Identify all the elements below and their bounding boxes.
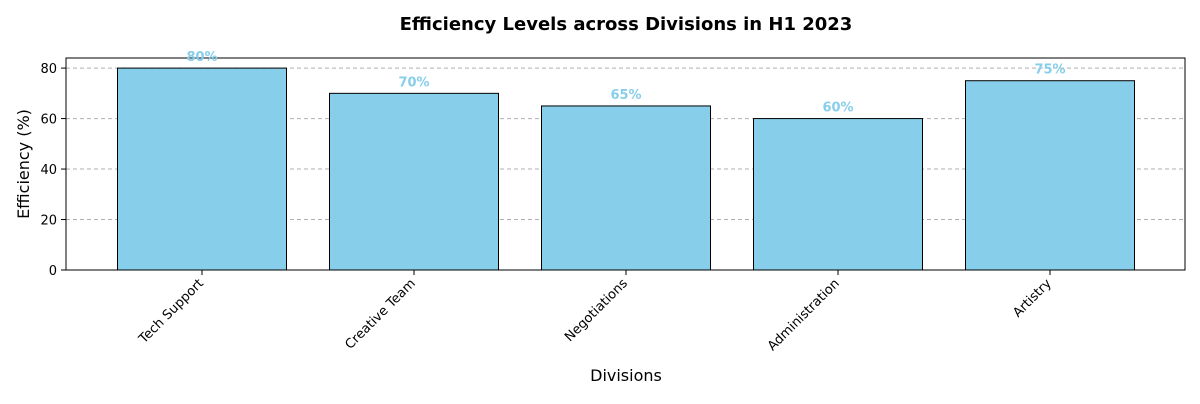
data-label: 60% [822, 101, 853, 116]
bar-creative-team [329, 92, 499, 271]
data-labels: 80% 70% 65% 60% 75% [186, 50, 1065, 115]
data-label: 75% [1034, 63, 1065, 78]
x-tick-label: Administration [765, 276, 843, 354]
y-tick-label: 20 [40, 214, 57, 229]
chart-title: Efficiency Levels across Divisions in H1… [400, 14, 853, 35]
x-tick-label: Artistry [1010, 276, 1055, 321]
y-axis-ticks: 0 20 40 60 80 [40, 62, 66, 279]
y-tick-label: 60 [40, 113, 57, 128]
x-tick-label: Creative Team [342, 276, 418, 352]
x-tick-label: Tech Support [136, 276, 207, 347]
data-label: 70% [398, 75, 429, 90]
bar-tech-support [117, 67, 287, 271]
bar-negotiations [541, 105, 711, 271]
bar-administration [753, 118, 923, 271]
x-axis-ticks: Tech Support Creative Team Negotiations Adm… [136, 270, 1055, 354]
y-tick-label: 0 [49, 264, 57, 279]
data-label: 65% [610, 88, 641, 103]
y-axis-label: Efficiency (%) [14, 109, 33, 219]
bar-artistry [965, 80, 1135, 271]
y-tick-label: 80 [40, 62, 57, 77]
data-label: 80% [186, 50, 217, 65]
x-tick-label: Negotiations [562, 276, 631, 345]
x-axis-label: Divisions [590, 366, 662, 385]
y-tick-label: 40 [40, 163, 57, 178]
